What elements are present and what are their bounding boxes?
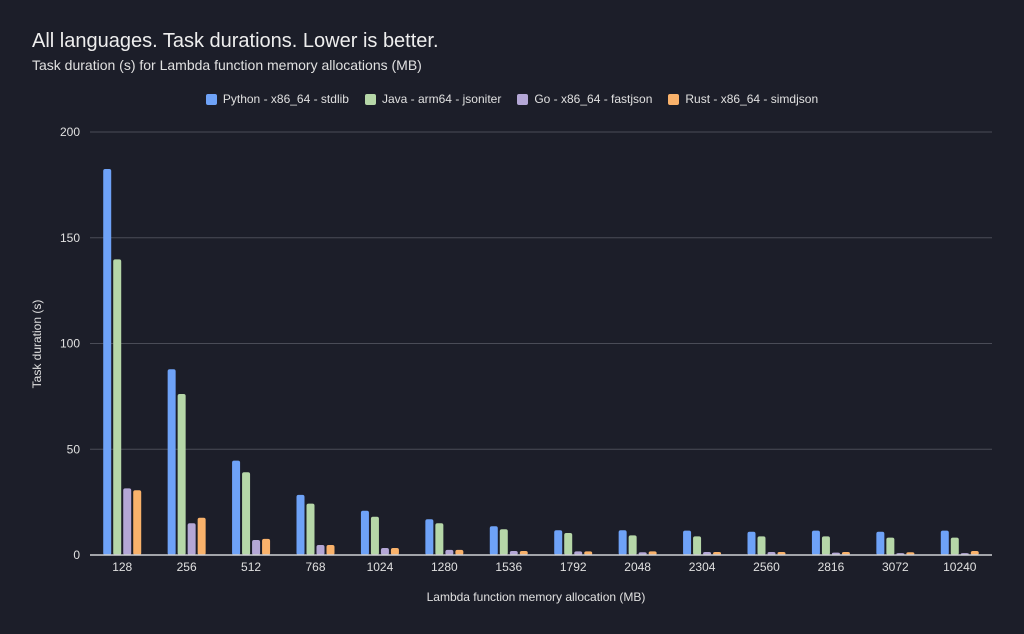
bar [940,530,949,555]
y-tick-label: 150 [60,231,80,245]
bar [445,549,454,555]
x-axis-label: Lambda function memory allocation (MB) [427,590,646,604]
bar [509,550,518,555]
x-tick-label: 256 [177,560,197,574]
bar [133,490,142,555]
bar [693,536,702,555]
bar [564,533,573,555]
legend-label: Java - arm64 - jsoniter [381,92,502,106]
bar [326,545,335,555]
legend-item[interactable]: Java - arm64 - jsoniter [364,92,502,106]
legend-item[interactable]: Go - x86_64 - fastjson [517,92,652,106]
x-tick-label: 2048 [624,560,651,574]
bar [425,519,434,555]
legend-label: Python - x86_64 - stdlib [222,92,349,106]
legend-swatch [517,93,529,105]
x-tick-label: 2816 [818,560,845,574]
x-tick-label: 2304 [689,560,716,574]
bar [519,550,528,555]
legend-swatch [205,93,217,105]
bar [499,529,508,555]
chart-title: All languages. Task durations. Lower is … [32,30,439,52]
bar [584,551,593,555]
bar [113,259,122,555]
bar [306,503,315,555]
bar [811,530,820,555]
x-tick-label: 10240 [943,560,977,574]
x-tick-label: 1536 [495,560,522,574]
legend-label: Rust - x86_64 - simdjson [685,92,819,106]
x-tick-label: 768 [305,560,325,574]
legend: Python - x86_64 - stdlib Java - arm64 - j… [0,92,1024,106]
y-tick-label: 200 [60,125,80,139]
bar [618,530,627,555]
y-tick-label: 0 [73,548,80,562]
bar [242,472,251,555]
bar [390,548,399,555]
bar [489,526,498,555]
legend-swatch [668,93,680,105]
bar [648,551,657,555]
bar [316,545,325,555]
bar [197,517,206,555]
y-axis-label: Task duration (s) [30,300,44,389]
bar [628,535,637,555]
x-tick-label: 128 [112,560,132,574]
bar [757,536,766,555]
bar [554,530,563,555]
x-tick-label: 512 [241,560,261,574]
x-tick-label: 1280 [431,560,458,574]
bar [177,394,186,555]
legend-swatch [364,93,376,105]
bar [950,537,959,555]
legend-item[interactable]: Python - x86_64 - stdlib [205,92,349,106]
legend-label: Go - x86_64 - fastjson [534,92,653,106]
bar [821,536,830,555]
bar [103,169,112,555]
x-tick-label: 1792 [560,560,587,574]
chart-subtitle: Task duration (s) for Lambda function me… [32,57,422,73]
bar [970,550,979,555]
y-tick-label: 100 [60,337,80,351]
bar [360,510,369,555]
bar [187,523,196,555]
y-tick-label: 50 [67,442,81,456]
bar [252,539,261,555]
bar [232,460,241,555]
bar [876,531,885,555]
bar [683,530,692,555]
bar [747,531,756,555]
bar [370,516,379,555]
bar [380,548,389,555]
x-tick-label: 3072 [882,560,909,574]
legend-item[interactable]: Rust - x86_64 - simdjson [668,92,818,106]
bar [296,494,305,555]
bar [167,369,176,555]
bar [574,551,583,555]
bar [886,537,895,555]
x-tick-label: 1024 [367,560,394,574]
bar [262,538,271,555]
bar [123,488,132,555]
x-tick-label: 2560 [753,560,780,574]
bar [435,523,444,555]
bar [455,549,464,555]
